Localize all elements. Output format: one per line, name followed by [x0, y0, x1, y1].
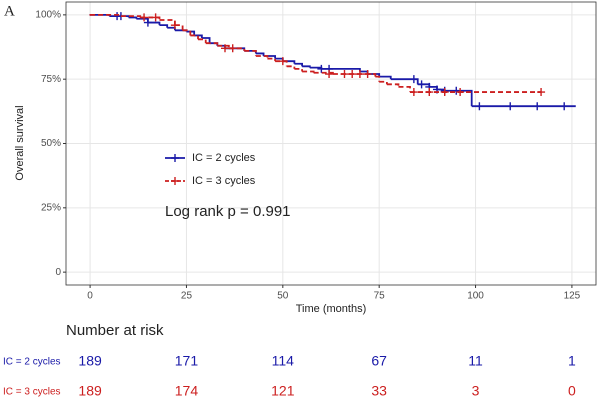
panel-label: A — [4, 3, 15, 19]
risk-count: 0 — [568, 383, 576, 399]
censor-mark — [425, 88, 434, 97]
survival-step — [205, 42, 219, 46]
censor-mark — [452, 86, 461, 95]
y-tick-label: 100% — [35, 10, 61, 21]
censor-mark — [140, 13, 149, 22]
survival-step — [201, 37, 211, 44]
risk-count: 189 — [78, 383, 102, 399]
y-axis-title: Overall survival — [14, 105, 26, 180]
survival-step — [267, 57, 277, 62]
survival-step — [294, 62, 303, 67]
censor-mark — [151, 13, 160, 22]
censor-mark — [440, 88, 449, 97]
survival-step — [159, 24, 169, 28]
legend-cross — [171, 177, 179, 185]
x-tick-label: 125 — [564, 291, 581, 302]
survival-step — [375, 75, 381, 82]
risk-count: 1 — [568, 353, 576, 369]
survival-step — [190, 34, 199, 40]
x-tick-label: 50 — [277, 291, 289, 302]
x-tick-label: 25 — [181, 291, 193, 302]
survival-step — [255, 52, 265, 57]
censor-mark — [560, 102, 569, 111]
censor-mark — [170, 21, 179, 30]
y-tick-label: 75% — [41, 74, 61, 85]
legend-label: IC = 2 cycles — [192, 152, 256, 164]
annotation: Log rank p = 0.991 — [165, 203, 291, 220]
survival-step — [379, 80, 388, 85]
censor-mark — [409, 88, 418, 97]
risk-count: 3 — [472, 383, 480, 399]
x-axis-title: Time (months) — [296, 303, 367, 315]
risk-count: 11 — [468, 353, 483, 369]
censor-mark — [325, 70, 334, 79]
risk-count: 171 — [175, 353, 199, 369]
risk-count: 67 — [371, 353, 387, 369]
survival-step — [90, 13, 122, 17]
censor-mark — [417, 80, 426, 89]
risk-table-title: Number at risk — [66, 322, 164, 339]
survival-step — [379, 75, 392, 80]
y-tick-label: 25% — [41, 202, 61, 213]
x-tick-label: 75 — [374, 291, 386, 302]
censor-mark — [475, 102, 484, 111]
censor-mark — [456, 88, 465, 97]
risk-count: 33 — [371, 383, 387, 399]
plot-panel — [65, 1, 597, 286]
survival-step — [286, 65, 296, 69]
x-tick-label: 0 — [87, 291, 93, 302]
censor-mark — [278, 57, 287, 66]
censor-mark — [506, 102, 515, 111]
risk-row-label: IC = 2 cycles — [3, 357, 61, 368]
survival-step — [182, 29, 192, 36]
y-tick-label: 0 — [55, 267, 61, 278]
survival-step — [255, 55, 269, 59]
legend-label: IC = 3 cycles — [192, 175, 256, 187]
censor-mark — [409, 75, 418, 84]
censor-mark — [533, 102, 542, 111]
legend-cross — [171, 154, 179, 162]
survival-step — [302, 65, 311, 68]
censor-mark — [221, 44, 229, 53]
survival-step — [198, 38, 207, 44]
survival-step — [244, 49, 257, 57]
survival-step — [167, 26, 176, 31]
censor-mark — [348, 70, 357, 79]
survival-step — [217, 44, 230, 49]
censor-mark — [355, 70, 364, 79]
survival-step — [275, 60, 288, 67]
censor-mark — [537, 88, 546, 97]
y-tick-label: 50% — [41, 138, 61, 149]
censor-mark — [228, 44, 237, 53]
risk-count: 121 — [271, 383, 295, 399]
censor-mark — [317, 64, 326, 73]
censor-mark — [143, 18, 152, 27]
survival-step — [386, 83, 400, 87]
survival-step — [186, 30, 196, 36]
survival-step — [332, 73, 377, 77]
risk-count: 174 — [175, 383, 199, 399]
survival-step — [398, 86, 411, 93]
survival-step — [294, 67, 303, 72]
x-tick-label: 100 — [467, 291, 484, 302]
risk-count: 114 — [272, 353, 295, 369]
censor-mark — [363, 70, 372, 79]
censor-mark — [340, 70, 349, 79]
risk-count: 189 — [78, 353, 102, 369]
survival-step — [302, 70, 315, 73]
risk-row-label: IC = 3 cycles — [3, 387, 61, 398]
survival-step — [128, 16, 138, 19]
